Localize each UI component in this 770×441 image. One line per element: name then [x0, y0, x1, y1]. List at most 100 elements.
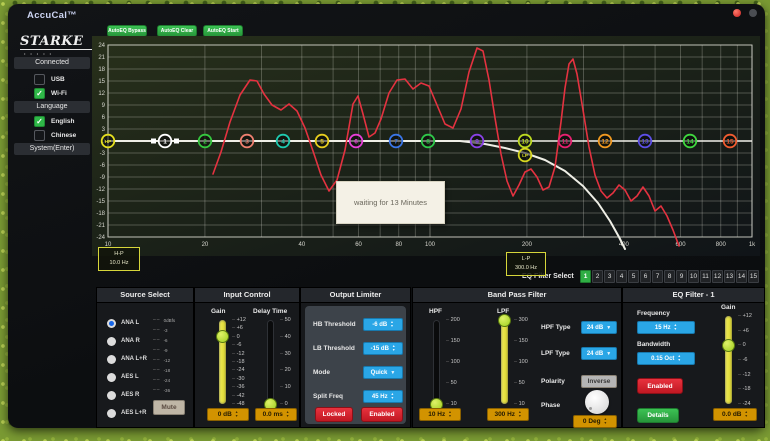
- eq-filter-select-4[interactable]: 4: [616, 270, 627, 283]
- filter-gain-value[interactable]: 0.0 dB ▲ ▼: [713, 408, 757, 421]
- marker-circle[interactable]: [275, 133, 291, 149]
- stepper-icon[interactable]: ▲ ▼: [603, 417, 608, 425]
- eq-filter-select-7[interactable]: 7: [652, 270, 663, 283]
- eq-marker-1[interactable]: 1: [151, 133, 179, 149]
- stepper-icon[interactable]: ▲ ▼: [234, 410, 239, 418]
- eq-marker-8[interactable]: 8: [420, 133, 436, 149]
- slider-track[interactable]: [219, 320, 226, 404]
- source-radio-ana-lr[interactable]: [107, 354, 116, 364]
- eq-marker-3[interactable]: 3: [239, 133, 255, 149]
- marker-circle[interactable]: [197, 133, 213, 149]
- marker-circle[interactable]: [469, 133, 485, 149]
- slider-track[interactable]: [267, 320, 274, 404]
- enabled-button[interactable]: Enabled: [361, 407, 403, 422]
- eq-marker-7[interactable]: 7: [388, 133, 404, 149]
- hb-threshold-input[interactable]: -6 dB ▲ ▼: [363, 318, 403, 331]
- eq-marker-HP[interactable]: HP: [100, 133, 116, 149]
- marker-circle[interactable]: [637, 133, 653, 149]
- slider-track[interactable]: [433, 320, 440, 404]
- marker-circle[interactable]: [157, 133, 173, 149]
- eq-filter-select-8[interactable]: 8: [664, 270, 675, 283]
- marker-circle[interactable]: [557, 133, 573, 149]
- marker-circle[interactable]: [517, 147, 533, 163]
- eq-filter-select-15[interactable]: 15: [748, 270, 759, 283]
- eq-marker-4[interactable]: 4: [275, 133, 291, 149]
- source-radio-ana-r[interactable]: [107, 336, 116, 346]
- eq-marker-6[interactable]: 6: [348, 133, 364, 149]
- eq-filter-select-1[interactable]: 1: [580, 270, 591, 283]
- stepper-icon[interactable]: ▲ ▼: [391, 344, 396, 352]
- slider-track[interactable]: [501, 320, 508, 404]
- lpf-type-dropdown[interactable]: 24 dB ▼: [581, 347, 617, 360]
- eq-filter-select-3[interactable]: 3: [604, 270, 615, 283]
- source-radio-aes-r[interactable]: [107, 390, 116, 400]
- eq-marker-10[interactable]: 10: [517, 133, 533, 149]
- input-gain-value[interactable]: 0 dB ▲ ▼: [207, 408, 249, 421]
- eq-filter-select-13[interactable]: 13: [724, 270, 735, 283]
- hp-frequency-box[interactable]: H-P 10.0 Hz: [98, 247, 140, 271]
- english-checkbox[interactable]: ✓: [34, 115, 45, 127]
- details-button[interactable]: Details: [637, 408, 679, 423]
- marker-circle[interactable]: [348, 133, 364, 149]
- eq-filter-select-9[interactable]: 9: [676, 270, 687, 283]
- lp-frequency-box[interactable]: L-P 300.0 Hz: [506, 252, 546, 276]
- marker-circle[interactable]: [597, 133, 613, 149]
- lb-threshold-input[interactable]: -15 dB ▲ ▼: [363, 342, 403, 355]
- system-enter-button[interactable]: System(Enter): [14, 143, 90, 155]
- locked-button[interactable]: Locked: [315, 407, 353, 422]
- stepper-icon[interactable]: ▲ ▼: [390, 320, 394, 328]
- eq-marker-12[interactable]: 12: [597, 133, 613, 149]
- marker-circle[interactable]: [100, 133, 116, 149]
- eq-marker-11[interactable]: 11: [557, 133, 573, 149]
- mute-button[interactable]: Mute: [153, 400, 185, 415]
- marker-circle[interactable]: [239, 133, 255, 149]
- eq-filter-select-6[interactable]: 6: [640, 270, 651, 283]
- eq-marker-13[interactable]: 13: [637, 133, 653, 149]
- eq-filter-select-14[interactable]: 14: [736, 270, 747, 283]
- marker-circle[interactable]: [314, 133, 330, 149]
- frequency-input[interactable]: 15 Hz ▲ ▼: [637, 321, 695, 334]
- eq-marker-9[interactable]: 9: [469, 133, 485, 149]
- source-radio-aes-lr[interactable]: [107, 408, 116, 418]
- stepper-icon[interactable]: ▲ ▼: [285, 410, 290, 418]
- mode-dropdown[interactable]: Quick ▼: [363, 366, 403, 379]
- stepper-icon[interactable]: ▲ ▼: [390, 392, 395, 400]
- eq-marker-15[interactable]: 15: [722, 133, 738, 149]
- marker-circle[interactable]: [722, 133, 738, 149]
- eq-filter-select-2[interactable]: 2: [592, 270, 603, 283]
- polarity-inverse-button[interactable]: Inverse: [581, 375, 617, 388]
- phase-knob[interactable]: [585, 390, 609, 414]
- chinese-checkbox[interactable]: ✓: [34, 129, 45, 141]
- filter-enabled-button[interactable]: Enabled: [637, 378, 683, 394]
- eq-filter-select-11[interactable]: 11: [700, 270, 711, 283]
- eq-marker-2[interactable]: 2: [197, 133, 213, 149]
- stepper-icon[interactable]: ▲ ▼: [673, 323, 678, 331]
- eq-filter-select-5[interactable]: 5: [628, 270, 639, 283]
- split-freq-input[interactable]: 45 Hz ▲ ▼: [363, 390, 403, 403]
- marker-circle[interactable]: [517, 133, 533, 149]
- marker-circle[interactable]: [420, 133, 436, 149]
- stepper-icon[interactable]: ▲ ▼: [518, 410, 522, 418]
- slider-track[interactable]: [725, 316, 732, 404]
- marker-circle[interactable]: [682, 133, 698, 149]
- input-gain-slider-knob[interactable]: [216, 330, 229, 344]
- eq-filter-select-10[interactable]: 10: [688, 270, 699, 283]
- hpf-type-dropdown[interactable]: 24 dB ▼: [581, 321, 617, 334]
- wifi-checkbox[interactable]: ✓: [34, 87, 45, 99]
- usb-checkbox[interactable]: ✓: [34, 73, 45, 85]
- hpf-value[interactable]: 10 Hz ▲ ▼: [419, 408, 461, 421]
- source-radio-aes-l[interactable]: [107, 372, 116, 382]
- lpf-slider-knob[interactable]: [498, 313, 511, 327]
- lpf-value[interactable]: 300 Hz ▲ ▼: [487, 408, 529, 421]
- eq-marker-LP[interactable]: LP: [517, 147, 533, 163]
- eq-marker-5[interactable]: 5: [314, 133, 330, 149]
- stepper-icon[interactable]: ▲ ▼: [677, 354, 681, 362]
- stepper-icon[interactable]: ▲ ▼: [744, 410, 748, 418]
- marker-handle[interactable]: [151, 138, 156, 144]
- marker-handle[interactable]: [174, 138, 179, 144]
- marker-circle[interactable]: [388, 133, 404, 149]
- eq-marker-14[interactable]: 14: [682, 133, 698, 149]
- filter-gain-slider-knob[interactable]: [722, 338, 735, 352]
- eq-filter-select-12[interactable]: 12: [712, 270, 723, 283]
- phase-value[interactable]: 0 Deg ▲ ▼: [573, 415, 617, 428]
